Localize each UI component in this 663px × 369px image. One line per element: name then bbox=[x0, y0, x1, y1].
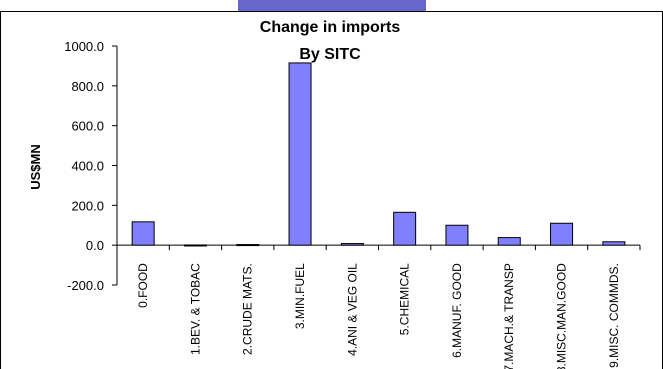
bar bbox=[183, 244, 207, 247]
y-tick-label: 0.0 bbox=[86, 238, 104, 253]
y-tick-label: 600.0 bbox=[71, 119, 104, 134]
x-tick-label: 7.MACH.& TRANSP bbox=[502, 263, 516, 369]
x-tick-label: 3.MIN.FUEL bbox=[293, 263, 307, 329]
y-tick-label: 200.0 bbox=[71, 198, 104, 213]
x-tick-label: 4.ANI & VEG OIL bbox=[345, 263, 359, 356]
y-tick-label: -200.0 bbox=[67, 278, 104, 293]
bar bbox=[236, 244, 260, 247]
x-tick-label: 9.MISC. COMMDS. bbox=[607, 263, 621, 368]
chart-title: Change in imports bbox=[260, 19, 401, 36]
x-tick-label: 6.MANUF. GOOD bbox=[450, 263, 464, 358]
bar bbox=[497, 237, 521, 246]
x-tick-label: 5.CHEMICAL bbox=[398, 263, 412, 335]
bar bbox=[340, 243, 364, 246]
y-tick-label: 400.0 bbox=[71, 159, 104, 174]
y-tick-label: 1000.0 bbox=[64, 39, 104, 54]
bar bbox=[550, 222, 574, 246]
x-tick-label: 8.MISC.MAN.GOOD bbox=[555, 263, 569, 369]
plot-area: -200.0 0.0 200.0 400.0 600.0 800.0 1000.0 0.FOO… bbox=[64, 39, 641, 369]
header-bar bbox=[238, 0, 426, 12]
x-tick-label: 1.BEV. & TOBAC bbox=[188, 263, 202, 355]
y-tick-label: 800.0 bbox=[71, 79, 104, 94]
bar bbox=[445, 224, 469, 246]
bar bbox=[288, 62, 312, 246]
chart-subtitle: By SITC bbox=[299, 46, 361, 63]
bar bbox=[393, 211, 417, 246]
x-tick-label: 0.FOOD bbox=[136, 263, 150, 308]
bar bbox=[602, 241, 626, 246]
y-axis-label: US$MN bbox=[28, 144, 43, 190]
bar bbox=[131, 221, 155, 246]
x-tick-label: 2.CRUDE MATS. bbox=[241, 263, 255, 355]
